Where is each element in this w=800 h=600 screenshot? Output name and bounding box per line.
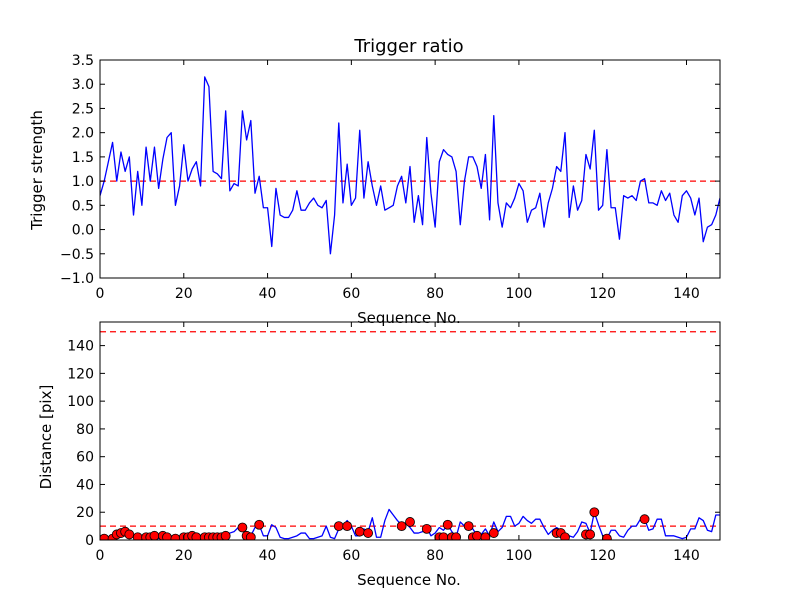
bot-y-tick-label: 80 [76,422,94,438]
bot-y-tick-label: 60 [76,450,94,466]
top-x-tick-label: 100 [506,286,533,302]
chart-top: 0 20 40 60 80 100 120 140 −1.0 −0.5 0.0 0.5 1.0 1.5 2… [28,36,721,327]
bot-marker-point [149,530,160,540]
bot-marker-point [421,523,432,534]
bot-x-tick-label: 20 [175,548,193,564]
top-x-tick-label: 140 [673,286,700,302]
bot-y-tick-label: 100 [67,394,94,410]
bot-x-tick-label: 140 [673,548,700,564]
bot-marker-point [585,529,596,540]
bot-x-tick-label: 40 [259,548,277,564]
bot-marker-point [333,521,344,532]
bot-y-tick-label: 120 [67,366,94,382]
top-x-tick-label: 40 [259,286,277,302]
bottom-axes-frame [99,321,721,541]
top-y-tick-label: 3.5 [72,53,94,69]
bot-marker-point [245,532,256,540]
bot-marker-point [639,514,650,525]
bot-y-tick-label: 40 [76,477,94,493]
top-y-tick-label: 1.0 [72,174,94,190]
bot-marker-point [480,532,491,540]
top-axes-frame [99,59,721,279]
bot-marker-point [451,532,461,540]
top-y-tick-label: 2.0 [72,126,94,142]
bot-marker-point [237,522,248,533]
top-series-line-0 [100,76,720,255]
top-chart-title: Trigger ratio [353,36,463,57]
top-y-tick-label: 1.5 [72,150,94,166]
bot-marker-point [560,532,570,540]
bot-x-tick-label: 80 [426,548,444,564]
top-x-tick-label: 80 [426,286,444,302]
bot-y-tick-label: 140 [67,339,94,355]
top-x-tick-label: 20 [175,286,193,302]
top-y-tick-label: −1.0 [60,271,94,287]
bot-y-tick-label: 0 [85,533,94,549]
top-plot-area [100,76,720,255]
bot-marker-point [254,519,265,530]
top-x-axis-label: Sequence No. [357,309,461,327]
bottom-x-axis-label: Sequence No. [357,571,461,589]
bot-x-tick-label: 0 [96,548,105,564]
top-y-tick-label: 3.0 [72,77,94,93]
top-y-tick-label: 2.5 [72,101,94,117]
top-y-axis-label: Trigger strength [28,110,46,231]
top-x-tick-label: 120 [589,286,616,302]
bot-marker-point [124,529,135,540]
bottom-x-ticks: 0 20 40 60 80 100 120 140 [96,322,700,564]
bot-marker-point [354,526,365,537]
bottom-y-ticks: 0 20 40 60 80 100 120 140 [67,339,720,549]
bot-marker-point [463,521,474,532]
bottom-y-axis-label: Distance [pix] [37,385,55,490]
bot-marker-point [442,519,453,530]
bot-marker-point [405,517,415,527]
top-y-tick-label: 0.5 [72,198,94,214]
bot-x-tick-label: 120 [589,548,616,564]
bot-marker-point [472,530,482,540]
top-x-ticks: 0 20 40 60 80 100 120 140 [96,60,700,302]
bot-x-tick-label: 60 [342,548,360,564]
top-y-ticks: −1.0 −0.5 0.0 0.5 1.0 1.5 2.0 2.5 3.0 3.5 [60,53,720,287]
bot-marker-point [488,528,499,538]
bot-x-tick-label: 100 [506,548,533,564]
bot-marker-point [363,528,374,538]
bot-marker-point [220,530,231,540]
bottom-plot-area [100,331,720,540]
chart-bottom: 0 20 40 60 80 100 120 140 0 20 40 60 80 100 120 140 Se… [37,321,721,589]
bot-y-tick-label: 20 [76,505,94,521]
top-x-tick-label: 60 [342,286,360,302]
top-y-tick-label: −0.5 [60,247,94,263]
top-x-tick-label: 0 [96,286,105,302]
bot-marker-point [342,521,353,532]
top-y-tick-label: 0.0 [72,223,94,239]
bot-marker-point [589,507,600,518]
bot-marker-point [396,521,407,532]
